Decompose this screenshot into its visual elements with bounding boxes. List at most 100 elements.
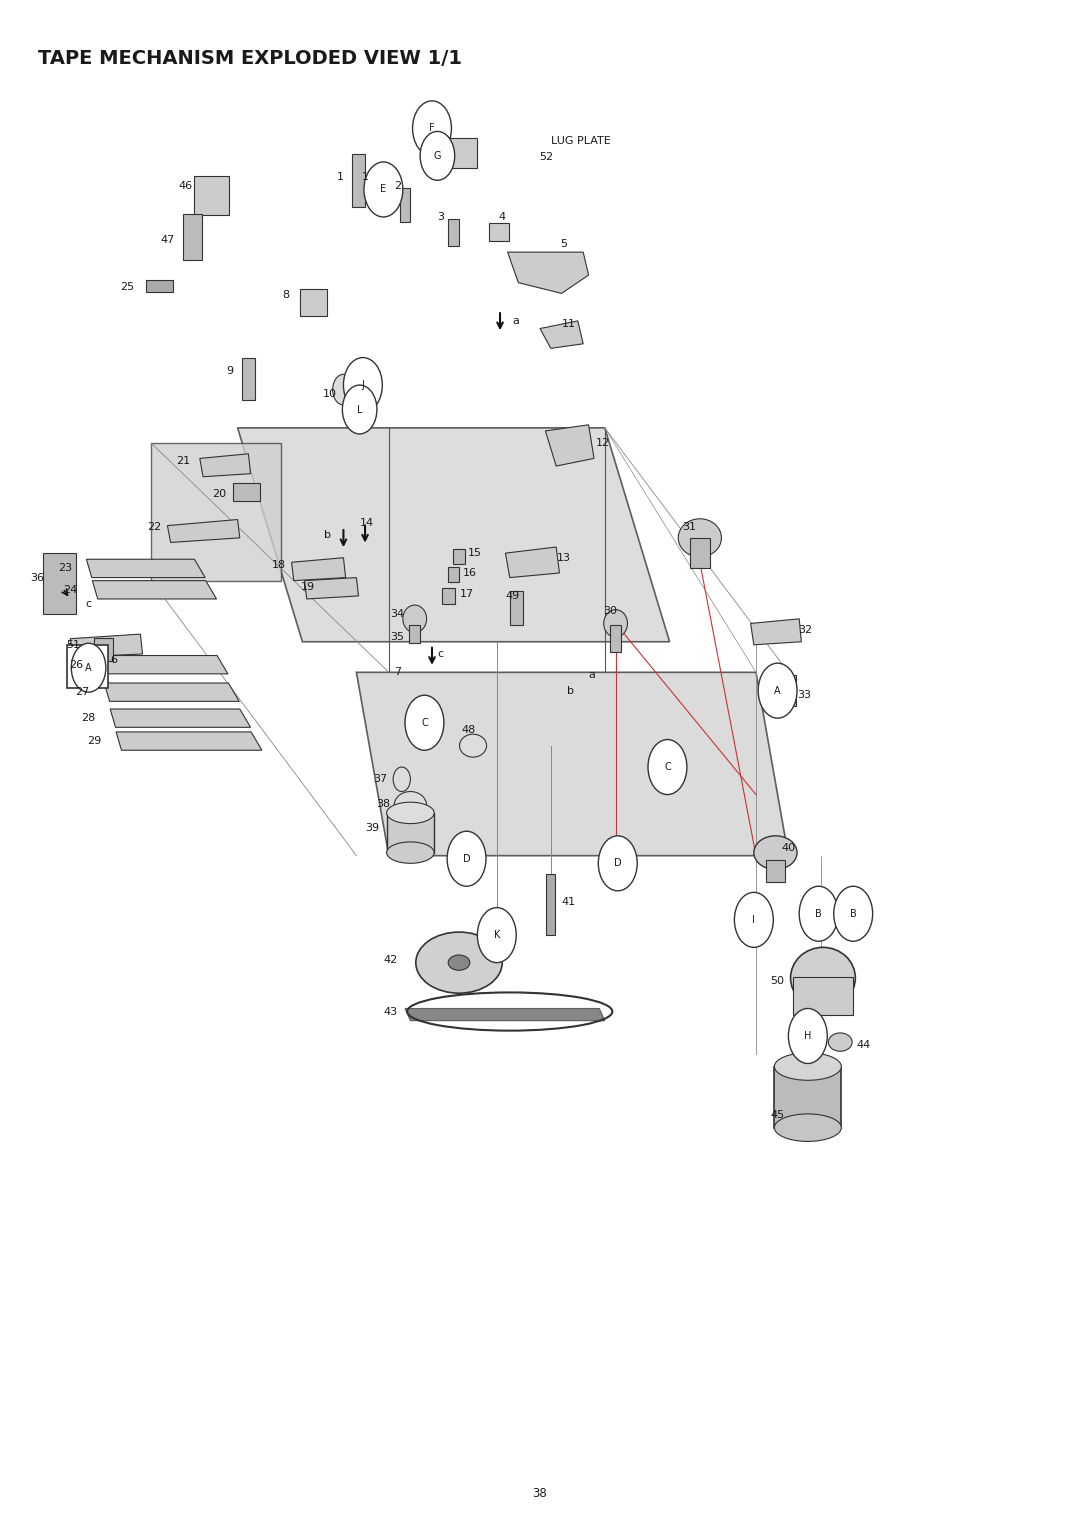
Text: 50: 50 — [771, 976, 784, 986]
Text: 27: 27 — [76, 688, 90, 697]
Text: 16: 16 — [463, 568, 476, 578]
Circle shape — [413, 101, 451, 156]
Text: 1: 1 — [337, 173, 343, 182]
Text: 40: 40 — [781, 843, 796, 853]
Ellipse shape — [460, 735, 486, 758]
Text: I: I — [753, 915, 755, 924]
FancyBboxPatch shape — [300, 289, 326, 316]
Text: a: a — [513, 316, 519, 325]
Text: 30: 30 — [604, 607, 617, 616]
Circle shape — [393, 767, 410, 792]
FancyBboxPatch shape — [766, 859, 785, 883]
Text: 28: 28 — [81, 714, 96, 723]
Polygon shape — [117, 732, 262, 750]
FancyBboxPatch shape — [690, 538, 710, 568]
Ellipse shape — [416, 932, 502, 993]
FancyBboxPatch shape — [448, 567, 459, 582]
FancyBboxPatch shape — [453, 549, 465, 564]
Text: J: J — [362, 380, 364, 390]
Text: A: A — [85, 663, 92, 672]
Text: 52: 52 — [539, 153, 554, 162]
Text: 46: 46 — [178, 182, 193, 191]
Polygon shape — [751, 619, 801, 645]
Circle shape — [799, 886, 838, 941]
Text: B: B — [815, 909, 822, 918]
Text: 10: 10 — [323, 390, 336, 399]
Ellipse shape — [774, 1114, 841, 1141]
Circle shape — [343, 358, 382, 413]
Circle shape — [758, 663, 797, 718]
Text: H: H — [805, 1031, 811, 1041]
Circle shape — [405, 695, 444, 750]
Text: L: L — [356, 405, 363, 414]
Text: 41: 41 — [561, 897, 576, 906]
Polygon shape — [110, 709, 251, 727]
Text: 17: 17 — [459, 590, 474, 599]
Text: 8: 8 — [283, 290, 289, 299]
Text: LUG PLATE: LUG PLATE — [551, 136, 610, 145]
Text: 29: 29 — [87, 736, 102, 746]
Text: 6: 6 — [110, 656, 117, 665]
Polygon shape — [508, 252, 589, 293]
Text: 20: 20 — [212, 489, 227, 498]
Text: 25: 25 — [120, 283, 135, 292]
Polygon shape — [292, 558, 346, 581]
Text: c: c — [437, 649, 444, 659]
Text: 38: 38 — [376, 799, 391, 808]
Text: 31: 31 — [683, 523, 696, 532]
Polygon shape — [86, 559, 205, 578]
Text: 36: 36 — [30, 573, 43, 582]
FancyBboxPatch shape — [510, 591, 523, 625]
Text: 37: 37 — [373, 775, 388, 784]
Text: 2: 2 — [394, 182, 401, 191]
Ellipse shape — [448, 955, 470, 970]
Ellipse shape — [791, 947, 855, 1008]
Text: E: E — [380, 185, 387, 194]
Text: 22: 22 — [147, 523, 162, 532]
Polygon shape — [387, 813, 434, 853]
Polygon shape — [98, 656, 228, 674]
FancyBboxPatch shape — [793, 978, 853, 1016]
Circle shape — [734, 892, 773, 947]
Text: C: C — [664, 762, 671, 772]
Text: 7: 7 — [394, 668, 401, 677]
Text: 43: 43 — [383, 1007, 399, 1016]
FancyBboxPatch shape — [94, 639, 113, 660]
Ellipse shape — [678, 520, 721, 558]
Text: 4: 4 — [499, 212, 505, 222]
Text: 3: 3 — [437, 212, 444, 222]
FancyBboxPatch shape — [447, 138, 477, 168]
Ellipse shape — [394, 792, 427, 819]
Text: D: D — [462, 854, 471, 863]
Text: 5: 5 — [561, 240, 567, 249]
Text: 15: 15 — [469, 549, 482, 558]
Circle shape — [71, 643, 106, 692]
Polygon shape — [540, 321, 583, 348]
FancyBboxPatch shape — [233, 483, 260, 501]
Circle shape — [648, 740, 687, 795]
Circle shape — [788, 1008, 827, 1063]
FancyBboxPatch shape — [400, 188, 410, 222]
Text: 51: 51 — [67, 640, 80, 649]
FancyBboxPatch shape — [43, 553, 76, 614]
Text: 26: 26 — [69, 660, 84, 669]
Ellipse shape — [774, 1053, 841, 1080]
Text: a: a — [589, 671, 595, 680]
Text: 24: 24 — [64, 585, 78, 594]
Text: 32: 32 — [798, 625, 813, 634]
Text: 45: 45 — [770, 1111, 785, 1120]
Polygon shape — [167, 520, 240, 542]
Polygon shape — [70, 634, 143, 657]
Polygon shape — [200, 454, 251, 477]
Text: B: B — [850, 909, 856, 918]
FancyBboxPatch shape — [242, 358, 255, 400]
Circle shape — [364, 162, 403, 217]
Text: 1: 1 — [362, 173, 368, 182]
FancyBboxPatch shape — [774, 1067, 841, 1128]
FancyBboxPatch shape — [448, 219, 459, 246]
Polygon shape — [305, 578, 359, 599]
Text: F: F — [429, 124, 435, 133]
Ellipse shape — [387, 802, 434, 824]
Circle shape — [420, 131, 455, 180]
Text: K: K — [494, 931, 500, 940]
